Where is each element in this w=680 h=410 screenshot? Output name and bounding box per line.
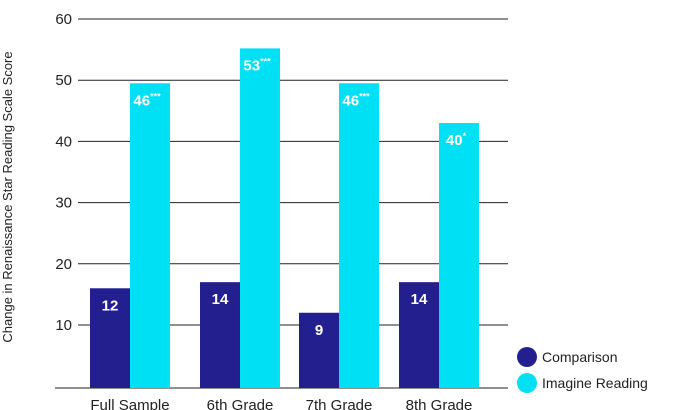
x-tick-label: 8th Grade [406, 397, 473, 410]
x-tick-label: 6th Grade [207, 397, 274, 410]
legend-swatch [517, 373, 537, 393]
data-label: 14 [212, 291, 229, 308]
bar-comparison [399, 282, 439, 388]
y-axis-ticks: 10 20 30 40 50 60 [55, 11, 72, 334]
y-tick-label: 50 [55, 72, 72, 89]
y-tick-label: 20 [55, 256, 72, 273]
y-tick-label: 60 [55, 11, 72, 28]
y-tick-label: 30 [55, 195, 72, 212]
y-axis-label: Change in Renaissance Star Reading Scale… [0, 51, 15, 342]
bar-imagine-reading [439, 123, 479, 388]
bar-imagine-reading [240, 48, 280, 388]
legend-label: Comparison [542, 349, 617, 365]
legend: Comparison Imagine Reading [517, 347, 648, 393]
bar-comparison [200, 282, 240, 388]
bar-comparison [90, 288, 130, 388]
bar-imagine-reading [339, 83, 379, 388]
y-tick-label: 10 [55, 317, 72, 334]
data-label: 12 [102, 297, 119, 314]
bar-imagine-reading [130, 83, 170, 388]
data-label: 9 [315, 322, 323, 339]
bar-comparison [299, 312, 339, 388]
y-tick-label: 40 [55, 133, 72, 150]
data-label: 40* [446, 131, 467, 149]
data-label: 14 [411, 291, 428, 308]
x-axis-ticks: Full Sample 6th Grade 7th Grade 8th Grade [90, 397, 472, 410]
legend-label: Imagine Reading [542, 375, 648, 391]
x-tick-label: 7th Grade [306, 397, 373, 410]
x-tick-label: Full Sample [90, 397, 169, 410]
legend-swatch [517, 347, 537, 367]
